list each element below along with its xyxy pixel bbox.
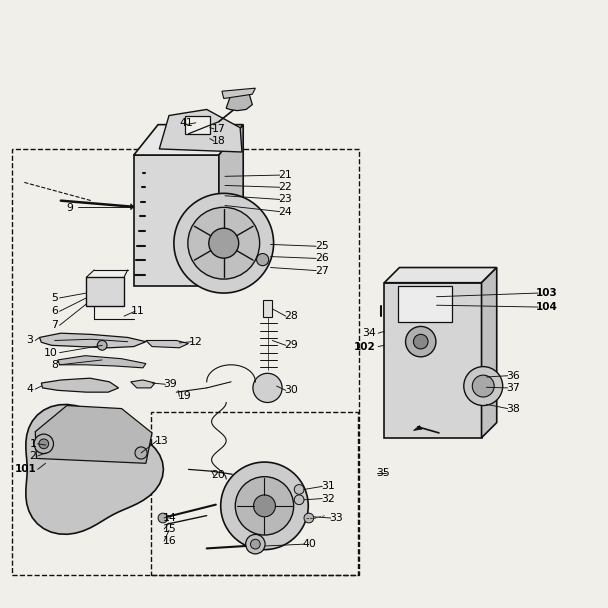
Text: 3: 3 — [27, 336, 33, 345]
Circle shape — [250, 539, 260, 549]
Text: 12: 12 — [188, 337, 202, 347]
Text: 27: 27 — [315, 266, 329, 275]
Text: 40: 40 — [303, 539, 317, 549]
Text: 101: 101 — [15, 465, 36, 474]
Polygon shape — [384, 268, 497, 283]
Text: 24: 24 — [278, 207, 292, 216]
Text: 1: 1 — [30, 439, 36, 449]
Polygon shape — [219, 125, 243, 286]
Text: 17: 17 — [212, 124, 226, 134]
Circle shape — [246, 534, 265, 554]
Polygon shape — [413, 426, 422, 430]
Text: 20: 20 — [212, 471, 226, 480]
Text: 103: 103 — [536, 288, 558, 298]
Text: 37: 37 — [506, 383, 520, 393]
Text: 5: 5 — [51, 293, 58, 303]
Text: 30: 30 — [285, 385, 299, 395]
Circle shape — [97, 340, 107, 350]
Circle shape — [188, 207, 260, 279]
Polygon shape — [35, 406, 152, 463]
Text: 32: 32 — [321, 494, 335, 503]
Text: 14: 14 — [163, 513, 177, 523]
Text: 28: 28 — [285, 311, 299, 321]
Text: 18: 18 — [212, 136, 226, 146]
Text: 39: 39 — [163, 379, 177, 389]
Text: 33: 33 — [330, 513, 344, 523]
Circle shape — [257, 254, 269, 266]
Polygon shape — [482, 268, 497, 438]
Polygon shape — [40, 333, 146, 348]
Polygon shape — [384, 283, 482, 438]
Circle shape — [472, 375, 494, 397]
Polygon shape — [226, 91, 252, 111]
Text: 2: 2 — [30, 451, 36, 461]
Polygon shape — [131, 380, 155, 388]
Text: 11: 11 — [131, 306, 145, 316]
FancyBboxPatch shape — [398, 286, 452, 322]
Circle shape — [34, 434, 54, 454]
Text: 104: 104 — [536, 302, 558, 312]
Text: 23: 23 — [278, 195, 292, 204]
Polygon shape — [58, 356, 146, 368]
Text: 102: 102 — [354, 342, 376, 351]
Circle shape — [253, 373, 282, 402]
FancyBboxPatch shape — [263, 300, 272, 317]
Circle shape — [158, 513, 168, 523]
Text: 41: 41 — [179, 118, 193, 128]
Polygon shape — [146, 340, 188, 348]
Text: 10: 10 — [44, 348, 58, 358]
Circle shape — [294, 485, 304, 494]
FancyBboxPatch shape — [185, 116, 210, 134]
Polygon shape — [26, 404, 164, 534]
FancyBboxPatch shape — [86, 277, 124, 306]
Polygon shape — [41, 378, 119, 392]
Polygon shape — [222, 88, 255, 98]
Text: 15: 15 — [163, 524, 177, 534]
Circle shape — [294, 495, 304, 505]
Polygon shape — [159, 109, 242, 152]
Text: 19: 19 — [178, 392, 192, 401]
Text: 8: 8 — [51, 360, 58, 370]
Text: 21: 21 — [278, 170, 292, 180]
Text: 31: 31 — [321, 482, 335, 491]
Text: 16: 16 — [163, 536, 177, 546]
Polygon shape — [134, 155, 219, 286]
Circle shape — [464, 367, 503, 406]
Text: 25: 25 — [315, 241, 329, 251]
Text: 36: 36 — [506, 371, 520, 381]
Text: 9: 9 — [66, 203, 73, 213]
Text: 35: 35 — [376, 468, 390, 478]
Text: 7: 7 — [51, 320, 58, 330]
Circle shape — [413, 334, 428, 349]
Circle shape — [209, 228, 239, 258]
Circle shape — [406, 326, 436, 357]
Circle shape — [135, 447, 147, 459]
Circle shape — [221, 462, 308, 550]
Circle shape — [235, 477, 294, 535]
Circle shape — [39, 439, 49, 449]
Circle shape — [304, 513, 314, 523]
Text: 38: 38 — [506, 404, 520, 413]
Text: 6: 6 — [51, 306, 58, 316]
Text: 29: 29 — [285, 340, 299, 350]
Text: 34: 34 — [362, 328, 376, 338]
Text: 26: 26 — [315, 254, 329, 263]
Text: 4: 4 — [27, 384, 33, 394]
Text: 22: 22 — [278, 182, 292, 192]
Polygon shape — [131, 204, 134, 210]
Circle shape — [254, 495, 275, 517]
Polygon shape — [134, 125, 243, 155]
Circle shape — [174, 193, 274, 293]
Text: 13: 13 — [155, 436, 169, 446]
